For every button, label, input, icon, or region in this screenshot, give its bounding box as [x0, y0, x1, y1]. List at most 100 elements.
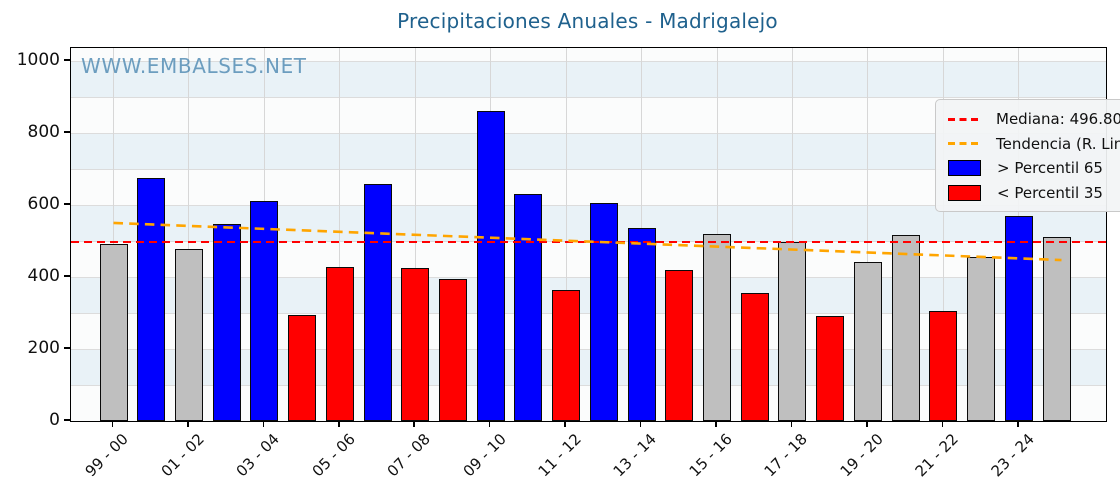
y-axis-tick-label: 1000: [16, 49, 60, 70]
x-axis-tick-mark: [413, 422, 416, 427]
y-axis-tick-label: 400: [27, 265, 60, 286]
x-axis-tick-label: 17 - 18: [760, 430, 812, 481]
precip-bar: [212, 224, 241, 421]
legend-item-median: Mediana: 496.80: [948, 107, 1120, 132]
legend-label-trend: Tendencia (R. Lineal): [996, 134, 1120, 153]
x-axis-tick-mark: [866, 422, 868, 427]
p65-color-swatch: [948, 160, 981, 177]
y-axis-tick-label: 200: [27, 337, 60, 358]
x-axis-tick-mark: [338, 422, 340, 427]
x-axis-tick-label: 99 - 00: [81, 430, 133, 481]
y-axis-tick-mark: [64, 419, 70, 421]
v-gridline: [791, 48, 793, 421]
x-axis-tick-mark: [941, 422, 944, 427]
precip-bar: [665, 270, 694, 421]
h-gridline: [71, 312, 1106, 314]
background-band: [71, 132, 1106, 169]
x-axis-tick-mark: [715, 422, 717, 427]
p35-color-swatch: [948, 184, 981, 201]
x-axis-tick-mark: [564, 422, 566, 427]
v-gridline: [339, 48, 341, 421]
background-band: [71, 276, 1106, 313]
y-axis-tick-mark: [64, 203, 70, 205]
precip-bar: [703, 234, 732, 421]
legend: Mediana: 496.80 Tendencia (R. Lineal) > …: [935, 99, 1120, 212]
chart-title: Precipitaciones Anuales - Madrigalejo: [397, 9, 778, 33]
x-axis-tick-label: 11 - 12: [534, 430, 585, 481]
h-gridline: [71, 168, 1106, 170]
precip-bar: [740, 293, 769, 421]
h-gridline: [71, 96, 1106, 98]
legend-label-median: Mediana: 496.80: [996, 110, 1120, 129]
background-band: [71, 60, 1106, 97]
plot-area: WWW.EMBALSES.NET Mediana: 496.80 Tendenc…: [70, 47, 1120, 422]
x-axis-tick-mark: [111, 422, 114, 427]
v-gridline: [867, 48, 869, 421]
precip-bar: [552, 289, 581, 421]
x-axis-tick-label: 01 - 02: [157, 430, 208, 481]
precip-bar: [250, 201, 279, 421]
v-gridline: [565, 48, 567, 421]
x-axis-tick-label: 19 - 20: [836, 430, 887, 481]
precip-bar: [325, 266, 354, 421]
x-axis-tick-mark: [262, 422, 265, 427]
x-axis-tick-mark: [187, 422, 189, 427]
precip-bar: [137, 177, 166, 421]
precip-bar: [363, 184, 392, 421]
precip-bar: [778, 241, 807, 421]
h-gridline: [71, 204, 1106, 206]
precip-bar: [174, 249, 203, 421]
precip-bar: [929, 310, 958, 421]
trend-line: [113, 221, 1062, 262]
precip-bar: [514, 193, 543, 421]
precip-bar: [476, 110, 505, 421]
x-axis-tick-label: 09 - 10: [459, 430, 510, 481]
x-axis-tick-label: 13 - 14: [610, 430, 661, 481]
precip-bar: [1042, 237, 1071, 421]
legend-item-trend: Tendencia (R. Lineal): [948, 132, 1120, 157]
precip-bar: [627, 228, 656, 421]
precip-bar: [288, 315, 317, 421]
y-axis-tick-label: 0: [49, 410, 60, 430]
y-axis-tick-label: 600: [27, 193, 60, 214]
h-gridline: [71, 276, 1106, 278]
x-axis-tick-label: 05 - 06: [308, 430, 359, 481]
x-axis-tick-label: 03 - 04: [232, 430, 284, 481]
y-axis-tick-label: 800: [27, 121, 60, 142]
precip-bar: [99, 244, 128, 421]
precip-bar: [891, 235, 920, 421]
legend-label-p35: < Percentil 35: [997, 183, 1103, 202]
precip-bar: [589, 203, 618, 421]
x-axis-tick-label: 15 - 16: [685, 430, 736, 481]
h-gridline: [71, 384, 1106, 386]
median-dash-swatch: [948, 117, 980, 121]
y-axis-tick-mark: [64, 275, 70, 277]
legend-item-p65: > Percentil 65: [948, 156, 1120, 181]
y-axis-tick-mark: [64, 131, 70, 133]
trend-dash-swatch: [948, 142, 980, 146]
x-axis-tick-label: 21 - 22: [911, 430, 963, 481]
precip-bar: [1004, 216, 1033, 421]
h-gridline: [71, 132, 1106, 134]
x-axis-tick-mark: [488, 422, 491, 427]
precip-bar: [967, 256, 996, 421]
x-axis-tick-label: 07 - 08: [383, 430, 434, 481]
v-gridline: [942, 48, 944, 421]
legend-item-p35: < Percentil 35: [948, 181, 1120, 206]
x-axis-tick-mark: [639, 422, 642, 427]
v-gridline: [188, 48, 190, 421]
precip-bar: [438, 279, 467, 421]
legend-label-p65: > Percentil 65: [997, 159, 1103, 178]
background-band: [71, 204, 1106, 241]
y-axis-tick-mark: [64, 59, 70, 61]
x-axis-tick-mark: [1016, 422, 1019, 427]
x-axis-tick-mark: [790, 422, 793, 427]
precip-bar: [816, 315, 845, 421]
precip-bar: [401, 268, 430, 421]
x-axis-tick-label: 23 - 24: [987, 430, 1038, 481]
precip-bar: [853, 261, 882, 421]
h-gridline: [71, 60, 1106, 62]
h-gridline: [71, 348, 1106, 350]
v-gridline: [113, 48, 114, 421]
